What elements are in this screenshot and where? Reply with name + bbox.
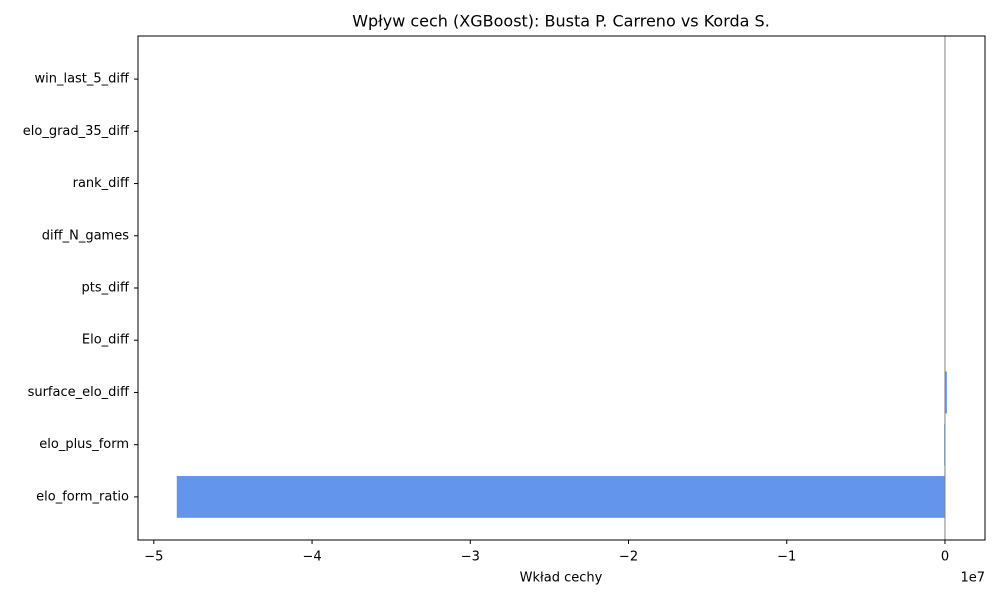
plot-frame xyxy=(137,35,986,541)
x-tick-label: −2 xyxy=(619,550,638,565)
x-axis-label: Wkład cechy xyxy=(520,571,603,586)
x-offset-label: 1e7 xyxy=(960,571,985,586)
y-tick-label: surface_elo_diff xyxy=(28,385,130,400)
y-tick-label: elo_grad_35_diff xyxy=(23,124,130,139)
bar xyxy=(176,476,945,518)
x-tick-label: 0 xyxy=(941,550,949,565)
x-tick-label: −5 xyxy=(144,550,163,565)
x-tick-label: −1 xyxy=(777,550,796,565)
y-tick-label: Elo_diff xyxy=(82,333,130,348)
y-tick-label: pts_diff xyxy=(82,281,130,296)
y-tick-label: elo_form_ratio xyxy=(36,489,129,504)
chart-title: Wpływ cech (XGBoost): Busta P. Carreno v… xyxy=(352,12,770,31)
y-tick-label: elo_plus_form xyxy=(39,437,129,452)
bar xyxy=(944,371,947,414)
y-tick-label: win_last_5_diff xyxy=(34,72,130,87)
x-tick-label: −3 xyxy=(461,550,480,565)
y-tick-label: rank_diff xyxy=(73,176,130,191)
y-tick-label: diff_N_games xyxy=(42,228,129,243)
x-tick-label: −4 xyxy=(302,550,321,565)
